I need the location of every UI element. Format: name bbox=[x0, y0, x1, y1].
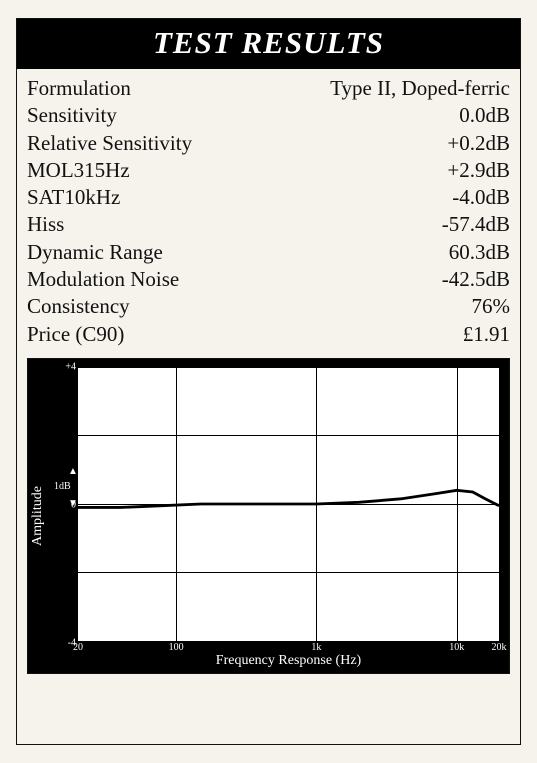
chart-db-arrow-up: ▲ bbox=[68, 466, 76, 477]
chart-margin: Amplitude Frequency Response (Hz) -40+42… bbox=[28, 359, 509, 673]
results-row: Hiss -57.4dB bbox=[27, 211, 510, 238]
results-row-value: +0.2dB bbox=[447, 130, 510, 157]
results-row-value: 76% bbox=[472, 293, 511, 320]
results-row-value: -57.4dB bbox=[442, 211, 510, 238]
chart-xtick: 1k bbox=[311, 642, 321, 653]
results-row: Modulation Noise -42.5dB bbox=[27, 266, 510, 293]
results-row-label: SAT10kHz bbox=[27, 184, 120, 211]
results-row: Sensitivity 0.0dB bbox=[27, 102, 510, 129]
chart-xtick: 20 bbox=[73, 642, 83, 653]
results-row-value: -42.5dB bbox=[442, 266, 510, 293]
results-row-label: Dynamic Range bbox=[27, 239, 163, 266]
results-row-label: MOL315Hz bbox=[27, 157, 130, 184]
results-row: Price (C90) £1.91 bbox=[27, 321, 510, 348]
chart-xtick: 10k bbox=[449, 642, 464, 653]
chart-gridline-v bbox=[457, 367, 458, 641]
results-row-value: £1.91 bbox=[463, 321, 510, 348]
chart-db-marker: 1dB bbox=[54, 481, 71, 492]
chart-gridline-h bbox=[78, 641, 499, 642]
results-table: FormulationType II, Doped-ferricSensitiv… bbox=[17, 69, 520, 356]
results-row-label: Formulation bbox=[27, 75, 131, 102]
results-row-value: -4.0dB bbox=[452, 184, 510, 211]
results-row-label: Consistency bbox=[27, 293, 130, 320]
results-row: Formulation Type II, Doped-ferric bbox=[27, 75, 510, 102]
results-row-value: Type II, Doped-ferric bbox=[330, 75, 510, 102]
frequency-response-chart: Amplitude Frequency Response (Hz) -40+42… bbox=[27, 358, 510, 674]
chart-gridline-h bbox=[78, 572, 499, 573]
results-row: Consistency 76% bbox=[27, 293, 510, 320]
results-row: Dynamic Range 60.3dB bbox=[27, 239, 510, 266]
panel-title: TEST RESULTS bbox=[17, 19, 520, 69]
chart-db-arrow-down: ▼ bbox=[68, 498, 76, 509]
test-results-panel: TEST RESULTS Formulation Type II, Doped-f… bbox=[16, 18, 521, 745]
results-row: MOL315Hz +2.9dB bbox=[27, 157, 510, 184]
chart-y-axis-label: Amplitude bbox=[30, 456, 46, 576]
results-row: Relative Sensitivity +0.2dB bbox=[27, 130, 510, 157]
results-row: SAT10kHz -4.0dB bbox=[27, 184, 510, 211]
chart-ytick: +4 bbox=[58, 361, 76, 372]
results-row-label: Relative Sensitivity bbox=[27, 130, 192, 157]
results-row-label: Price (C90) bbox=[27, 321, 124, 348]
chart-gridline-h bbox=[78, 367, 499, 368]
chart-xtick: 20k bbox=[492, 642, 507, 653]
chart-plot-area bbox=[78, 367, 499, 641]
chart-gridline-v bbox=[176, 367, 177, 641]
chart-gridline-v bbox=[316, 367, 317, 641]
results-row-label: Sensitivity bbox=[27, 102, 117, 129]
chart-x-axis-label: Frequency Response (Hz) bbox=[78, 653, 499, 669]
results-row-value: 0.0dB bbox=[459, 102, 510, 129]
results-row-label: Modulation Noise bbox=[27, 266, 179, 293]
results-row-value: 60.3dB bbox=[449, 239, 510, 266]
results-row-value: +2.9dB bbox=[447, 157, 510, 184]
chart-xtick: 100 bbox=[169, 642, 184, 653]
chart-gridline-h bbox=[78, 435, 499, 436]
chart-gridline-h bbox=[78, 504, 499, 505]
results-row-label: Hiss bbox=[27, 211, 64, 238]
